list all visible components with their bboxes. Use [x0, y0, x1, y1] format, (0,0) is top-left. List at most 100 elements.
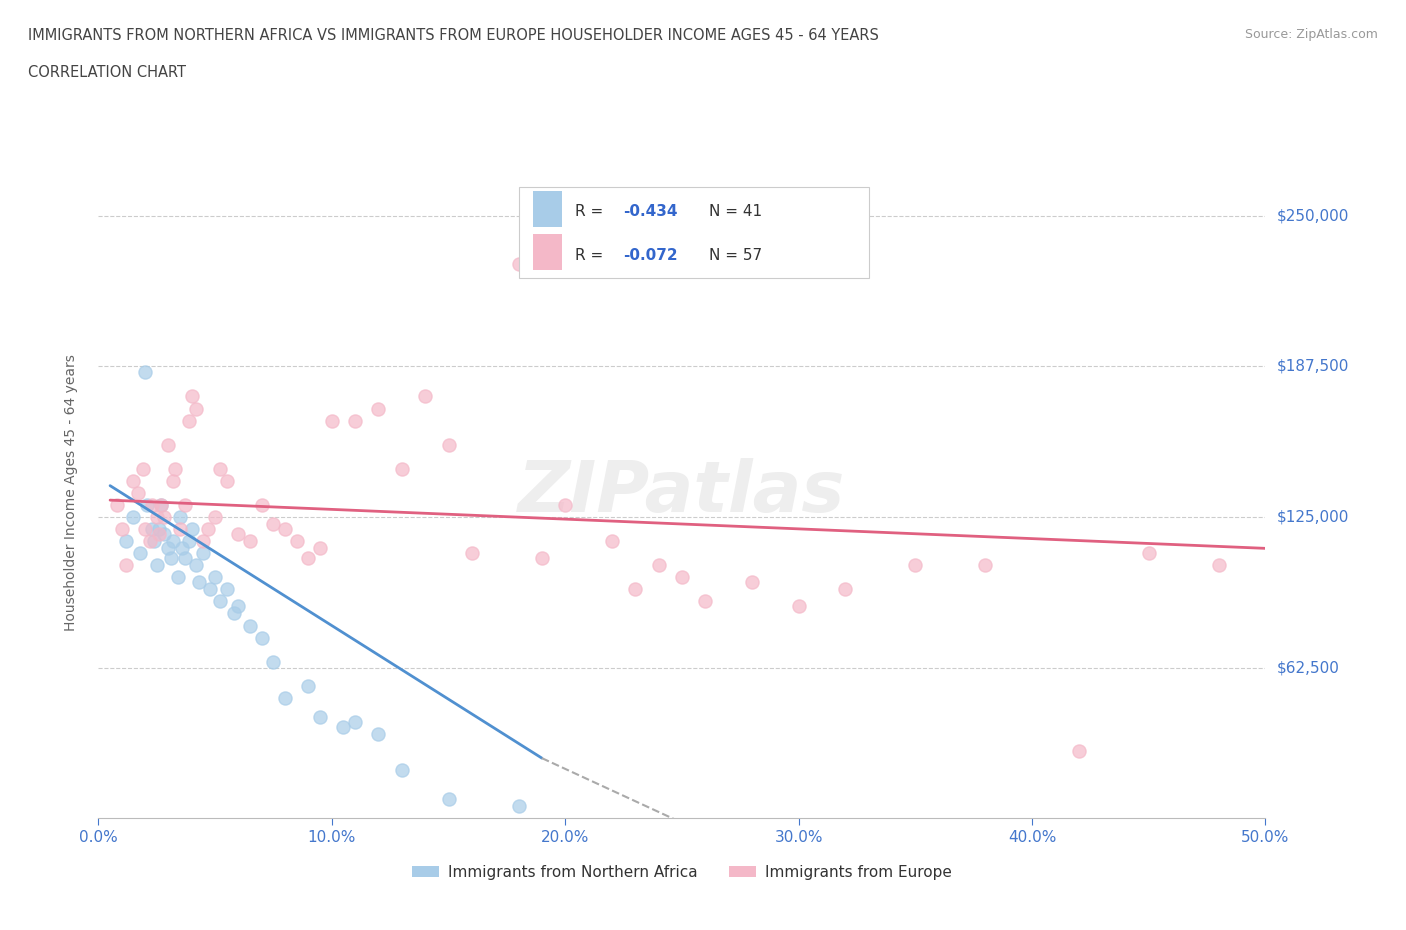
Point	[204, 570, 226, 585]
Point	[165, 461, 187, 476]
Point	[159, 551, 181, 565]
Text: Source: ZipAtlas.com: Source: ZipAtlas.com	[1244, 28, 1378, 41]
Point	[208, 594, 231, 609]
Point	[148, 522, 170, 537]
Point	[262, 517, 284, 532]
Point	[222, 606, 245, 621]
Point	[148, 526, 170, 541]
Point	[741, 575, 763, 590]
Point	[215, 582, 238, 597]
Point	[1137, 546, 1160, 561]
Point	[180, 389, 202, 404]
Point	[146, 510, 169, 525]
Point	[180, 522, 202, 537]
Point	[228, 526, 250, 541]
Point	[274, 690, 297, 705]
Point	[834, 582, 856, 597]
Point	[186, 558, 208, 573]
Point	[309, 541, 332, 556]
Point	[204, 510, 226, 525]
Point	[344, 714, 367, 729]
Point	[437, 791, 460, 806]
Point	[367, 401, 389, 416]
Point	[141, 522, 163, 537]
Point	[179, 413, 201, 428]
Point	[208, 461, 231, 476]
Point	[344, 413, 367, 428]
Point	[166, 570, 188, 585]
Bar	[533, 192, 562, 227]
Point	[974, 558, 997, 573]
Bar	[533, 234, 562, 271]
Point	[179, 534, 201, 549]
Point	[127, 485, 149, 500]
Point	[1208, 558, 1230, 573]
Text: $62,500: $62,500	[1277, 660, 1340, 675]
Point	[186, 401, 208, 416]
Point	[904, 558, 927, 573]
Point	[200, 582, 222, 597]
Point	[139, 534, 162, 549]
Point	[197, 522, 219, 537]
Point	[285, 534, 308, 549]
Point	[461, 546, 484, 561]
Text: -0.434: -0.434	[623, 205, 678, 219]
Point	[173, 498, 195, 512]
Text: CORRELATION CHART: CORRELATION CHART	[28, 65, 186, 80]
Point	[157, 541, 180, 556]
Point	[111, 522, 134, 537]
Point	[115, 534, 138, 549]
Text: N = 41: N = 41	[709, 205, 762, 219]
Point	[215, 473, 238, 488]
Point	[141, 498, 163, 512]
Point	[193, 534, 215, 549]
Text: R =: R =	[575, 205, 607, 219]
Point	[162, 473, 184, 488]
Point	[437, 437, 460, 452]
Point	[187, 575, 209, 590]
Point	[157, 437, 180, 452]
Text: N = 57: N = 57	[709, 247, 762, 263]
Point	[695, 594, 717, 609]
Point	[169, 522, 191, 537]
Point	[624, 582, 647, 597]
Point	[321, 413, 343, 428]
Text: IMMIGRANTS FROM NORTHERN AFRICA VS IMMIGRANTS FROM EUROPE HOUSEHOLDER INCOME AGE: IMMIGRANTS FROM NORTHERN AFRICA VS IMMIG…	[28, 28, 879, 43]
Legend: Immigrants from Northern Africa, Immigrants from Europe: Immigrants from Northern Africa, Immigra…	[405, 858, 959, 885]
Point	[508, 257, 530, 272]
Point	[239, 618, 262, 633]
Point	[787, 599, 810, 614]
Point	[413, 389, 436, 404]
Point	[122, 510, 145, 525]
Point	[297, 551, 319, 565]
Point	[132, 461, 155, 476]
Point	[239, 534, 262, 549]
Point	[152, 510, 174, 525]
Point	[129, 546, 152, 561]
Point	[134, 365, 156, 379]
Point	[122, 473, 145, 488]
Point	[173, 551, 195, 565]
Point	[332, 719, 354, 734]
Text: -0.072: -0.072	[623, 247, 678, 263]
Point	[228, 599, 250, 614]
Point	[391, 763, 413, 777]
Point	[262, 654, 284, 669]
Text: $125,000: $125,000	[1277, 510, 1348, 525]
Point	[115, 558, 138, 573]
Point	[391, 461, 413, 476]
Point	[134, 522, 156, 537]
Point	[367, 726, 389, 741]
Point	[193, 546, 215, 561]
Point	[105, 498, 128, 512]
Point	[1067, 743, 1090, 758]
Point	[554, 498, 576, 512]
Text: $187,500: $187,500	[1277, 359, 1348, 374]
Point	[647, 558, 669, 573]
Point	[309, 710, 332, 724]
Text: $250,000: $250,000	[1277, 208, 1348, 223]
Point	[297, 678, 319, 693]
Text: R =: R =	[575, 247, 607, 263]
Point	[250, 631, 273, 645]
Point	[600, 534, 623, 549]
